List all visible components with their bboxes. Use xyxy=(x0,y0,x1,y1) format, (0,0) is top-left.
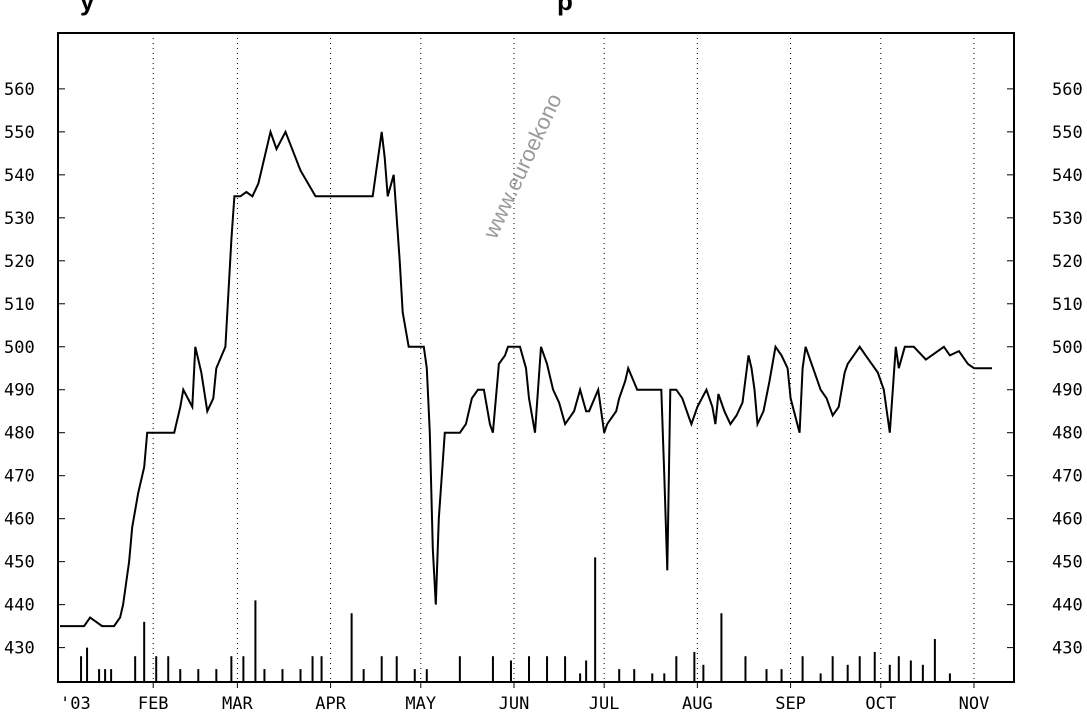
y-tick-label: 510 xyxy=(1052,295,1083,315)
volume-bars xyxy=(80,557,951,682)
y-tick-label: 550 xyxy=(4,123,35,143)
y-axis-right: 430 440 450 460 470 480 490 500 510 520 530 540 550 5… xyxy=(1007,80,1083,659)
y-tick-label: 470 xyxy=(1052,467,1083,487)
y-tick-label: 540 xyxy=(1052,166,1083,186)
x-tick-label: APR xyxy=(315,694,346,714)
y-tick-label: 520 xyxy=(1052,252,1083,272)
y-tick-label: 500 xyxy=(4,338,35,358)
price-series xyxy=(60,128,992,628)
x-tick-label: SEP xyxy=(775,694,806,714)
y-tick-label: 470 xyxy=(4,467,35,487)
y-tick-label: 530 xyxy=(4,209,35,229)
x-tick-label: JUL xyxy=(589,694,620,714)
x-tick-label: MAR xyxy=(222,694,253,714)
y-tick-label: 560 xyxy=(1052,80,1083,100)
y-tick-label: 510 xyxy=(4,295,35,315)
watermark: www.euroekono xyxy=(477,90,566,243)
y-tick-label: 460 xyxy=(4,510,35,530)
y-tick-label: 430 xyxy=(4,639,35,659)
y-tick-label: 450 xyxy=(1052,553,1083,573)
y-tick-label: 450 xyxy=(4,553,35,573)
y-tick-label: 530 xyxy=(1052,209,1083,229)
title-fragment-right: p xyxy=(557,0,573,16)
plot-frame xyxy=(57,32,1015,683)
y-tick-label: 500 xyxy=(1052,338,1083,358)
y-tick-label: 560 xyxy=(4,80,35,100)
y-tick-label: 440 xyxy=(1052,596,1083,616)
y-tick-label: 430 xyxy=(1052,639,1083,659)
x-tick-label: MAY xyxy=(405,694,436,714)
y-tick-label: 550 xyxy=(1052,123,1083,143)
title-fragment-left: y xyxy=(80,0,95,16)
y-tick-label: 490 xyxy=(1052,381,1083,401)
y-tick-label: 460 xyxy=(1052,510,1083,530)
y-tick-label: 520 xyxy=(4,252,35,272)
y-tick-label: 480 xyxy=(1052,424,1083,444)
x-tick-label: JUN xyxy=(499,694,530,714)
x-tick-label: OCT xyxy=(865,694,896,714)
x-tick-label: AUG xyxy=(682,694,713,714)
y-tick-label: 440 xyxy=(4,596,35,616)
y-tick-label: 480 xyxy=(4,424,35,444)
x-tick-label: FEB xyxy=(138,694,169,714)
y-tick-label: 540 xyxy=(4,166,35,186)
y-axis-left: 430 440 450 460 470 480 490 500 510 520 530 540 550 5… xyxy=(4,80,65,659)
x-axis: FEB MAR APR MAY JUN JUL AUG SEP OCT NOV '03 xyxy=(60,682,989,714)
vertical-grid xyxy=(152,33,975,682)
x-tick-label: NOV xyxy=(959,694,990,714)
x-tick-label-first: '03 xyxy=(60,694,91,714)
y-tick-label: 490 xyxy=(4,381,35,401)
price-line xyxy=(60,128,992,628)
